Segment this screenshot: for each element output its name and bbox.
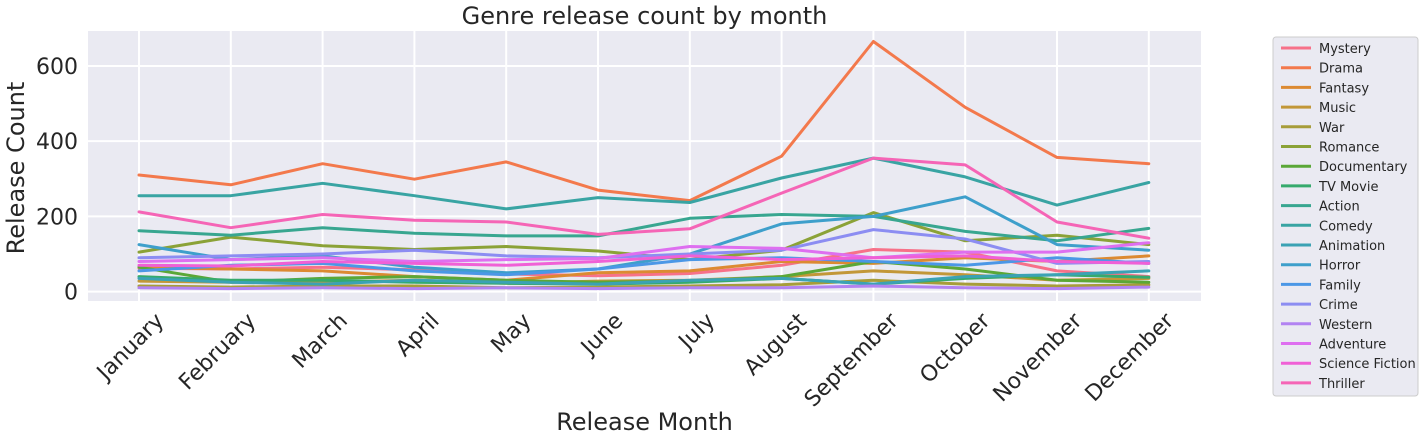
x-tick-label: March [288, 309, 353, 374]
x-tick-label: February [174, 309, 261, 396]
legend-label-drama: Drama [1319, 62, 1363, 77]
x-tick-label: August [740, 308, 812, 380]
x-tick-label: November [989, 308, 1088, 407]
x-tick-label: June [575, 309, 628, 362]
legend-label-animation: Animation [1319, 239, 1385, 254]
legend-label-romance: Romance [1319, 141, 1379, 156]
series-line-drama [137, 40, 1151, 203]
series-line-western [137, 284, 1151, 291]
series-line-mystery [137, 248, 1151, 279]
legend-label-mystery: Mystery [1319, 42, 1371, 57]
x-axis-title: Release Month [556, 408, 733, 436]
series-line-crime [137, 228, 1151, 265]
legend-label-adventure: Adventure [1319, 338, 1386, 353]
legend-label-fantasy: Fantasy [1319, 81, 1369, 96]
legend-label-documentary: Documentary [1319, 160, 1408, 175]
series-line-fantasy [137, 254, 1151, 282]
x-tick-label: October [916, 308, 997, 389]
x-tick-labels: January February March April May June July Augu… [91, 308, 1180, 412]
x-tick-label: December [1081, 308, 1180, 407]
series-line-comedy [137, 156, 1151, 211]
legend-label-crime: Crime [1319, 298, 1358, 313]
y-tick-label: 200 [36, 205, 78, 230]
legend-label-science-fiction: Science Fiction [1319, 357, 1416, 372]
y-axis-title: Release Count [2, 82, 30, 255]
y-tick-label: 600 [36, 55, 78, 80]
legend-label-comedy: Comedy [1319, 219, 1373, 234]
legend-label-tv-movie: TV Movie [1318, 180, 1378, 195]
x-tick-label: April [391, 309, 444, 362]
series-line-war [137, 278, 1151, 290]
series-line-animation [137, 269, 1151, 286]
chart-title: Genre release count by month [462, 2, 828, 30]
series-line-thriller [137, 156, 1151, 240]
y-tick-label: 0 [64, 281, 78, 306]
legend-label-family: Family [1319, 278, 1361, 293]
legend-label-action: Action [1319, 200, 1360, 215]
series-line-science-fiction [137, 254, 1151, 268]
x-tick-label: September [800, 308, 904, 412]
x-tick-label: January [91, 309, 169, 387]
legend-label-western: Western [1319, 318, 1372, 333]
legend: Mystery Drama Fantasy Music War Romance Docume… [1272, 36, 1419, 397]
legend-label-horror: Horror [1319, 259, 1361, 274]
x-tick-label: July [673, 309, 720, 356]
legend-label-war: War [1319, 121, 1345, 136]
legend-label-music: Music [1319, 101, 1356, 116]
y-tick-label: 400 [36, 130, 78, 155]
legend-label-thriller: Thriller [1318, 377, 1365, 392]
series-line-action [137, 213, 1151, 243]
series-line-adventure [137, 241, 1151, 263]
x-tick-label: May [487, 309, 537, 359]
series-line-horror [137, 195, 1151, 275]
series-lines [137, 40, 1151, 291]
y-tick-labels: 0 200 400 600 [36, 55, 78, 306]
